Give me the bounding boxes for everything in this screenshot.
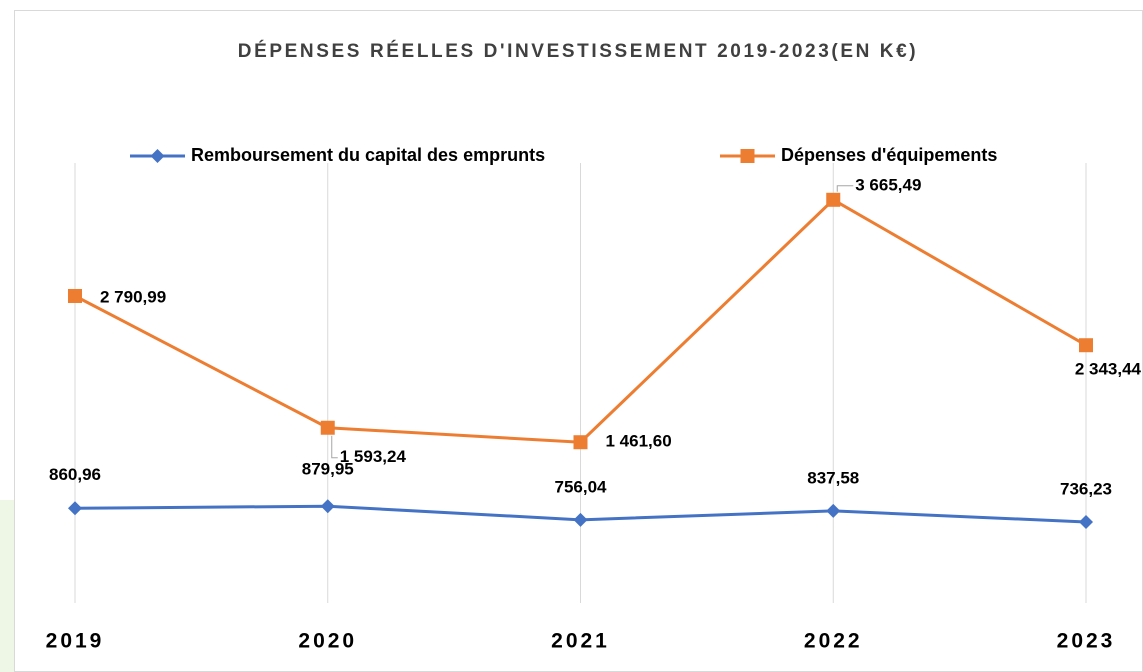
marker (68, 288, 82, 303)
x-tick-label: 2020 (298, 630, 357, 653)
x-tick-label: 2023 (1057, 630, 1116, 653)
data-label: 1 461,60 (606, 432, 672, 451)
marker (320, 420, 335, 435)
legend-marker (150, 149, 165, 163)
data-label: 756,04 (555, 477, 608, 496)
data-label: 1 593,24 (340, 447, 407, 466)
marker (1079, 515, 1093, 530)
leader-line (331, 435, 338, 459)
marker (320, 499, 335, 514)
data-label: 837,58 (807, 468, 859, 487)
data-label: 860,96 (49, 465, 101, 484)
data-label: 879,95 (302, 460, 354, 479)
marker (826, 503, 841, 518)
x-tick-label: 2022 (804, 630, 863, 653)
side-strip (0, 500, 14, 672)
legend-label: Remboursement du capital des emprunts (191, 145, 545, 165)
marker (68, 501, 82, 516)
data-label: 736,23 (1060, 479, 1112, 498)
data-label: 2 343,44 (1075, 360, 1142, 379)
x-tick-label: 2021 (551, 630, 610, 653)
legend-label: Dépenses d'équipements (781, 145, 997, 165)
marker (573, 512, 588, 527)
chart-title: DÉPENSES RÉELLES D'INVESTISSEMENT 2019-2… (238, 40, 918, 62)
marker (826, 192, 841, 207)
data-label: 3 665,49 (855, 175, 921, 194)
marker (1079, 338, 1093, 353)
chart-border (14, 10, 1143, 672)
marker (573, 435, 588, 450)
x-tick-label: 2019 (46, 630, 105, 653)
leader-line (836, 185, 854, 192)
legend-marker (740, 149, 755, 163)
data-label: 2 790,99 (100, 287, 166, 306)
